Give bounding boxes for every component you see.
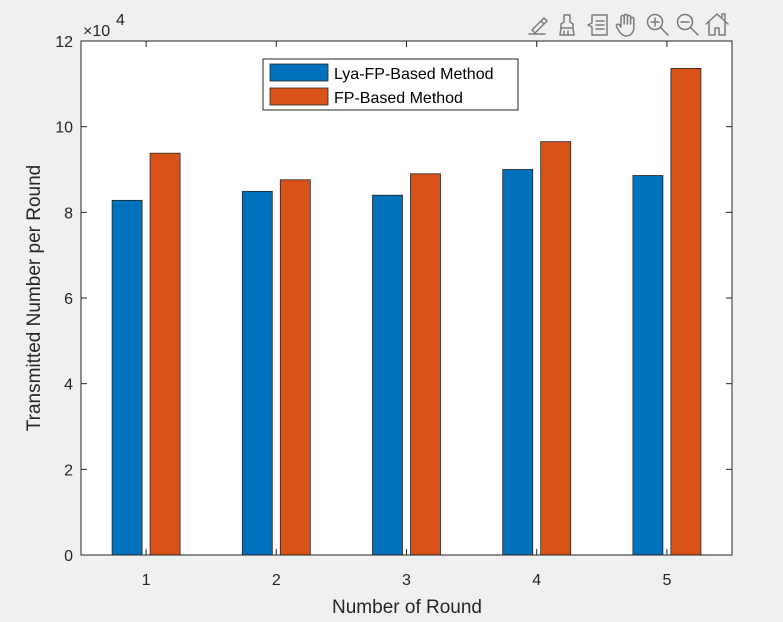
y-axis-title: Transmitted Number per Round	[24, 165, 45, 431]
x-tick-label: 1	[142, 572, 151, 589]
x-tick-label: 4	[532, 572, 541, 589]
legend[interactable]: Lya-FP-Based Method FP-Based Method	[262, 58, 519, 111]
bar-fp-round-2	[279, 179, 311, 556]
home-icon[interactable]	[705, 13, 729, 36]
plot-area	[81, 41, 732, 555]
pan-hand-icon[interactable]	[615, 13, 635, 37]
y-tick-label: 6	[64, 291, 73, 308]
x-axis-title: Number of Round	[332, 597, 482, 618]
x-tick-label: 3	[402, 572, 411, 589]
y-exponent-power: 4	[116, 12, 125, 29]
bar-lya-fp-round-5	[632, 175, 664, 556]
brush-icon[interactable]	[559, 14, 575, 36]
legend-swatch-lya-fp	[269, 63, 329, 82]
y-tick-label: 10	[55, 120, 73, 137]
bar-lya-fp-round-4	[502, 169, 534, 556]
zoom-in-icon[interactable]	[646, 13, 669, 36]
legend-label-lya-fp: Lya-FP-Based Method	[334, 66, 493, 83]
zoom-out-icon[interactable]	[676, 13, 699, 36]
axes-toolbar	[528, 13, 729, 37]
y-tick-label: 4	[64, 377, 73, 394]
bar-lya-fp-round-3	[372, 194, 403, 556]
y-tick-label: 12	[55, 34, 73, 51]
y-tick-label: 0	[64, 548, 73, 565]
y-axis-ticks: 0 2 4 6 8 10 12	[55, 34, 732, 565]
bars-group	[111, 68, 702, 556]
legend-label-fp: FP-Based Method	[334, 90, 463, 107]
y-tick-label: 2	[64, 462, 73, 479]
x-tick-label: 5	[662, 572, 671, 589]
bar-fp-round-1	[149, 152, 181, 556]
bar-lya-fp-round-1	[111, 199, 143, 556]
y-tick-label: 8	[64, 205, 73, 222]
data-tips-icon[interactable]	[587, 14, 608, 36]
brush-pen-icon[interactable]	[528, 17, 548, 35]
y-exponent-base: ×10	[83, 23, 110, 40]
x-axis-ticks: 1 2 3 4 5	[142, 41, 671, 589]
x-tick-label: 2	[272, 572, 281, 589]
bar-fp-round-5	[670, 68, 702, 556]
bar-fp-round-3	[410, 173, 441, 556]
legend-swatch-fp	[269, 87, 329, 106]
bar-fp-round-4	[540, 141, 572, 556]
bar-lya-fp-round-2	[241, 190, 273, 556]
